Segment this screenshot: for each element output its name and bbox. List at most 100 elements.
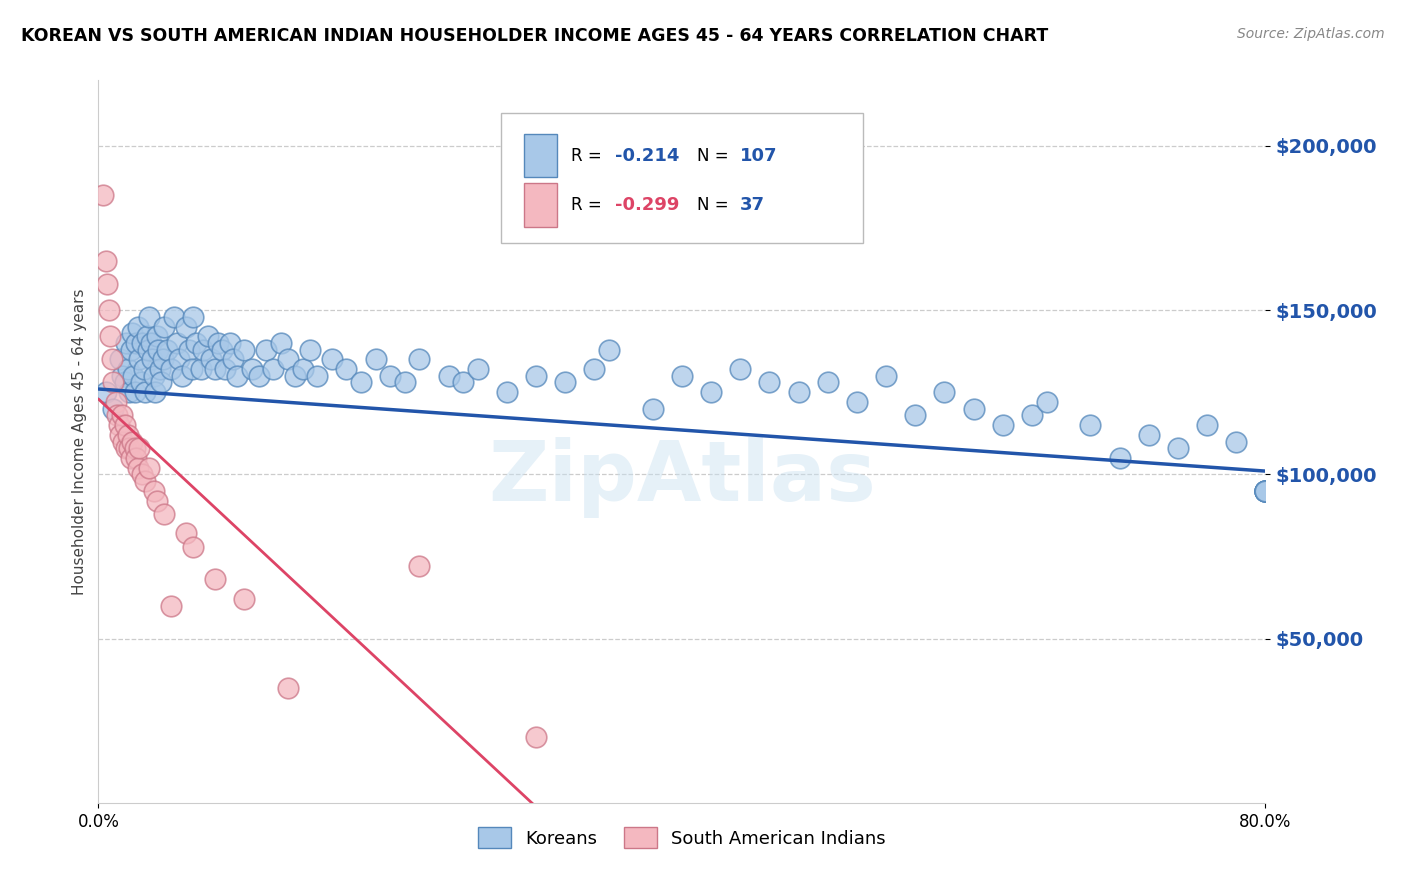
Point	[100, 352, 122, 367]
Point	[496, 385, 519, 400]
Point	[451, 376, 474, 390]
Point	[321, 352, 343, 367]
Point	[132, 362, 155, 376]
Point	[94, 385, 117, 400]
Point	[1254, 483, 1277, 498]
Point	[138, 310, 160, 324]
Point	[128, 441, 150, 455]
Point	[134, 385, 156, 400]
Point	[115, 441, 138, 455]
Point	[284, 368, 307, 383]
Point	[1254, 483, 1277, 498]
Point	[298, 343, 321, 357]
FancyBboxPatch shape	[524, 134, 557, 178]
Point	[120, 343, 142, 357]
Point	[524, 730, 547, 744]
Point	[143, 385, 166, 400]
Point	[104, 395, 127, 409]
Point	[167, 352, 190, 367]
Point	[127, 319, 149, 334]
Point	[146, 493, 169, 508]
Point	[166, 336, 188, 351]
Text: 37: 37	[741, 196, 765, 214]
Text: R =: R =	[571, 196, 607, 214]
Point	[101, 401, 124, 416]
Point	[101, 376, 124, 390]
Point	[138, 460, 160, 475]
Point	[174, 526, 197, 541]
Text: N =: N =	[697, 146, 734, 165]
Point	[129, 376, 152, 390]
Point	[142, 368, 165, 383]
Point	[1035, 395, 1057, 409]
Point	[875, 368, 897, 383]
Point	[117, 428, 139, 442]
Point	[131, 336, 153, 351]
Point	[170, 368, 193, 383]
Point	[1167, 441, 1189, 455]
Point	[240, 362, 263, 376]
Point	[991, 418, 1014, 433]
Point	[96, 277, 118, 291]
Point	[218, 336, 240, 351]
Point	[1254, 483, 1277, 498]
Point	[758, 376, 780, 390]
Point	[408, 559, 430, 574]
Point	[141, 352, 163, 367]
Point	[122, 368, 145, 383]
Point	[221, 352, 243, 367]
Point	[730, 362, 752, 376]
Point	[146, 329, 169, 343]
Point	[153, 319, 176, 334]
Point	[128, 352, 150, 367]
Point	[121, 434, 143, 449]
Point	[136, 343, 159, 357]
Point	[254, 343, 277, 357]
Point	[211, 343, 233, 357]
Point	[1254, 483, 1277, 498]
Point	[394, 376, 416, 390]
Point	[204, 362, 226, 376]
FancyBboxPatch shape	[501, 112, 863, 243]
Point	[197, 329, 219, 343]
Point	[156, 343, 179, 357]
Point	[700, 385, 723, 400]
Y-axis label: Householder Income Ages 45 - 64 years: Householder Income Ages 45 - 64 years	[72, 288, 87, 595]
Point	[124, 441, 146, 455]
Point	[114, 418, 136, 433]
Text: -0.214: -0.214	[616, 146, 679, 165]
Point	[114, 376, 136, 390]
Point	[174, 319, 197, 334]
FancyBboxPatch shape	[524, 183, 557, 227]
Point	[131, 467, 153, 482]
Point	[364, 352, 387, 367]
Point	[153, 507, 176, 521]
Point	[277, 681, 299, 695]
Point	[193, 343, 215, 357]
Point	[1254, 483, 1277, 498]
Point	[437, 368, 460, 383]
Point	[160, 362, 183, 376]
Point	[817, 376, 839, 390]
Point	[226, 368, 249, 383]
Point	[641, 401, 664, 416]
Point	[467, 362, 489, 376]
Point	[98, 329, 121, 343]
Point	[904, 409, 927, 423]
Point	[291, 362, 314, 376]
Point	[118, 441, 141, 455]
Point	[846, 395, 869, 409]
Point	[110, 428, 132, 442]
Point	[150, 376, 173, 390]
Point	[204, 573, 226, 587]
Text: R =: R =	[571, 146, 607, 165]
Point	[671, 368, 693, 383]
Point	[110, 352, 132, 367]
Point	[121, 326, 143, 341]
Point	[125, 450, 148, 465]
Point	[214, 362, 236, 376]
Point	[91, 188, 114, 202]
Point	[118, 385, 141, 400]
Point	[180, 362, 202, 376]
Point	[190, 362, 212, 376]
